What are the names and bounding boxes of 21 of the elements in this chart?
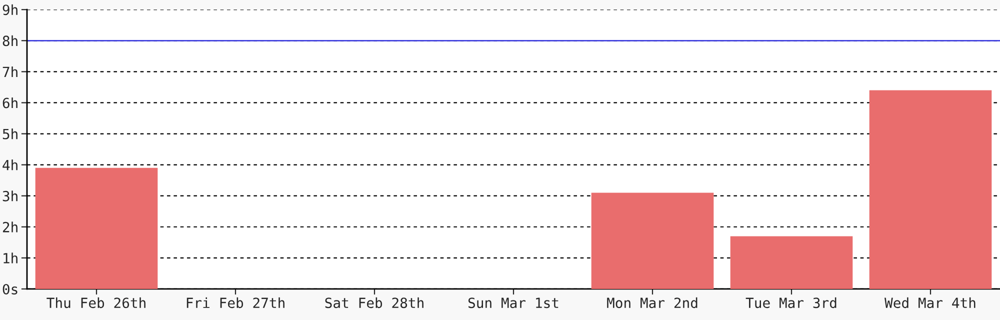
bar xyxy=(35,168,158,289)
bar xyxy=(869,90,992,289)
x-tick-label: Fri Feb 27th xyxy=(186,297,284,308)
y-tick-label: 0s xyxy=(2,284,18,294)
x-tick-label: Mon Mar 2nd xyxy=(607,297,698,308)
x-tick-label: Tue Mar 3rd xyxy=(746,297,836,308)
x-tick-label: Thu Feb 26th xyxy=(46,297,146,308)
x-tick-label: Sun Mar 1st xyxy=(468,298,558,308)
y-tick-label: 2h xyxy=(2,222,18,232)
y-tick-label: 5h xyxy=(2,128,18,140)
y-tick-label: 7h xyxy=(2,66,18,77)
y-tick-label: 3h xyxy=(2,190,18,202)
x-tick-label: Wed Mar 4th xyxy=(884,297,976,308)
y-tick-label: 6h xyxy=(2,97,18,108)
y-tick-label: 1h xyxy=(4,252,18,264)
bar xyxy=(591,192,714,289)
y-tick-label: 9h xyxy=(2,4,18,16)
y-tick-label: 8h xyxy=(2,35,18,46)
bar xyxy=(730,236,853,289)
y-tick-label: 4h xyxy=(2,160,18,170)
x-tick-label: Sat Feb 28th xyxy=(325,297,424,308)
